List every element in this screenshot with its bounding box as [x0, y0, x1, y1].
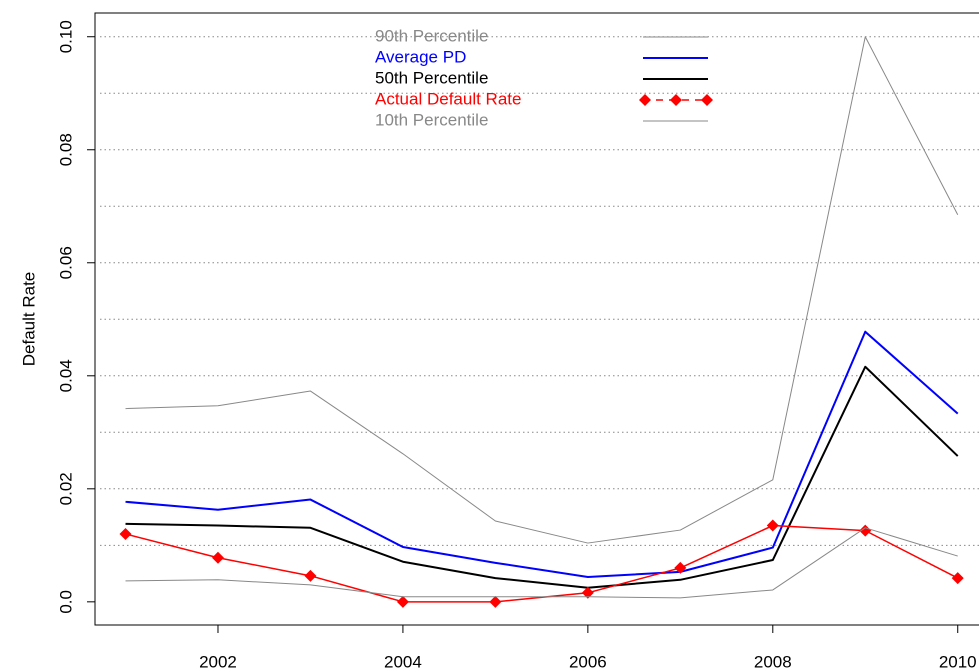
data-point: [674, 561, 687, 574]
data-point: [581, 586, 594, 599]
data-point: [304, 569, 317, 582]
data-point: [119, 528, 132, 541]
x-tick-label: 2008: [754, 652, 792, 671]
x-tick-label: 2010: [939, 652, 977, 671]
y-tick-label: 0.02: [56, 472, 75, 505]
legend-marker: [670, 94, 682, 106]
series-line: [125, 330, 959, 578]
data-point: [766, 519, 779, 532]
y-axis-label: Default Rate: [19, 272, 38, 367]
data-point: [211, 551, 224, 564]
series-line: [125, 527, 958, 599]
x-tick-label: 2004: [384, 652, 422, 671]
legend-marker: [701, 94, 713, 106]
y-tick-label: 0.0: [56, 590, 75, 614]
legend-label: Actual Default Rate: [375, 89, 521, 108]
legend-label: 50th Percentile: [375, 68, 488, 87]
y-tick-label: 0.08: [56, 133, 75, 166]
y-tick-label: 0.04: [56, 359, 75, 392]
series-line: [125, 36, 959, 544]
legend-marker: [639, 94, 651, 106]
legend-label: 10th Percentile: [375, 110, 488, 129]
data-point: [396, 595, 409, 608]
data-point: [951, 572, 964, 585]
plot-frame: [94, 12, 979, 626]
x-tick-label: 2006: [569, 652, 607, 671]
series-line: [125, 365, 959, 589]
data-point: [859, 524, 872, 537]
x-tick-label: 2002: [199, 652, 237, 671]
legend-label: 90th Percentile: [375, 26, 488, 45]
y-tick-label: 0.06: [56, 246, 75, 279]
y-tick-label: 0.10: [56, 20, 75, 53]
data-point: [489, 595, 502, 608]
series-line: [125, 524, 959, 603]
legend-label: Average PD: [375, 47, 466, 66]
